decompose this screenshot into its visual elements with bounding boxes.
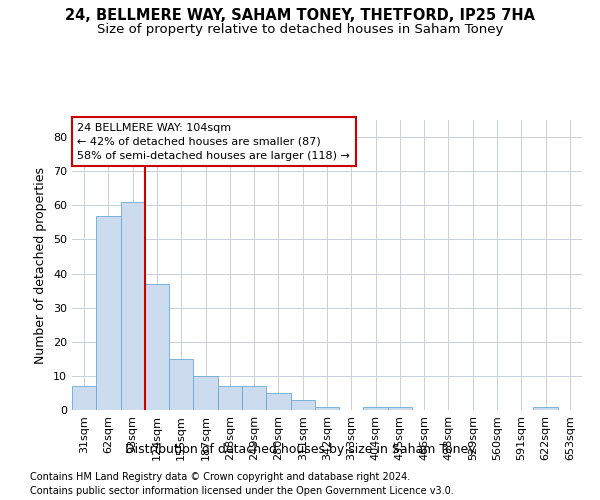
Bar: [145, 284, 169, 410]
Bar: [96, 216, 121, 410]
Text: 24, BELLMERE WAY, SAHAM TONEY, THETFORD, IP25 7HA: 24, BELLMERE WAY, SAHAM TONEY, THETFORD,…: [65, 8, 535, 22]
Bar: [218, 386, 242, 410]
Bar: [364, 406, 388, 410]
Y-axis label: Number of detached properties: Number of detached properties: [34, 166, 47, 364]
Bar: [169, 359, 193, 410]
Bar: [315, 406, 339, 410]
Bar: [121, 202, 145, 410]
Bar: [193, 376, 218, 410]
Text: Contains HM Land Registry data © Crown copyright and database right 2024.: Contains HM Land Registry data © Crown c…: [30, 472, 410, 482]
Bar: [72, 386, 96, 410]
Bar: [266, 393, 290, 410]
Text: Size of property relative to detached houses in Saham Toney: Size of property relative to detached ho…: [97, 22, 503, 36]
Text: Contains public sector information licensed under the Open Government Licence v3: Contains public sector information licen…: [30, 486, 454, 496]
Text: 24 BELLMERE WAY: 104sqm
← 42% of detached houses are smaller (87)
58% of semi-de: 24 BELLMERE WAY: 104sqm ← 42% of detache…: [77, 123, 350, 161]
Bar: [242, 386, 266, 410]
Text: Distribution of detached houses by size in Saham Toney: Distribution of detached houses by size …: [125, 442, 475, 456]
Bar: [388, 406, 412, 410]
Bar: [533, 406, 558, 410]
Bar: [290, 400, 315, 410]
